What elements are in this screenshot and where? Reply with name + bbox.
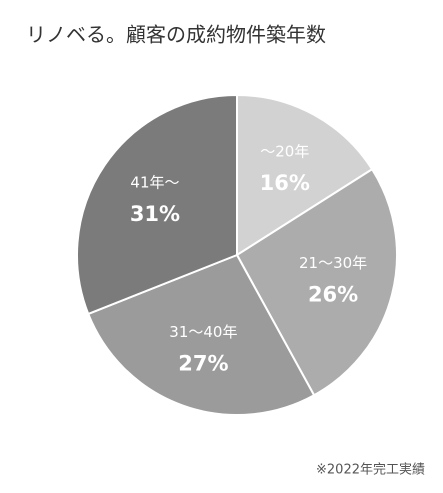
slice-value-label: 16% <box>260 171 310 195</box>
pie-slice <box>236 93 374 257</box>
slice-value-label: 31% <box>130 202 180 226</box>
pie-slice <box>235 167 398 397</box>
slice-value-label: 26% <box>308 283 358 307</box>
chart-title: リノベる。顧客の成約物件築年数 <box>26 23 326 47</box>
slice-category-label: 21〜30年 <box>299 254 367 272</box>
slice-category-label: 〜20年 <box>260 143 309 161</box>
slice-category-label: 31〜40年 <box>169 323 237 341</box>
slice-category-label: 41年〜 <box>130 174 179 192</box>
pie-slice <box>76 93 238 316</box>
pie-slice <box>86 253 316 416</box>
footnote: ※2022年完工実績 <box>316 462 425 478</box>
slice-value-label: 27% <box>178 351 228 375</box>
